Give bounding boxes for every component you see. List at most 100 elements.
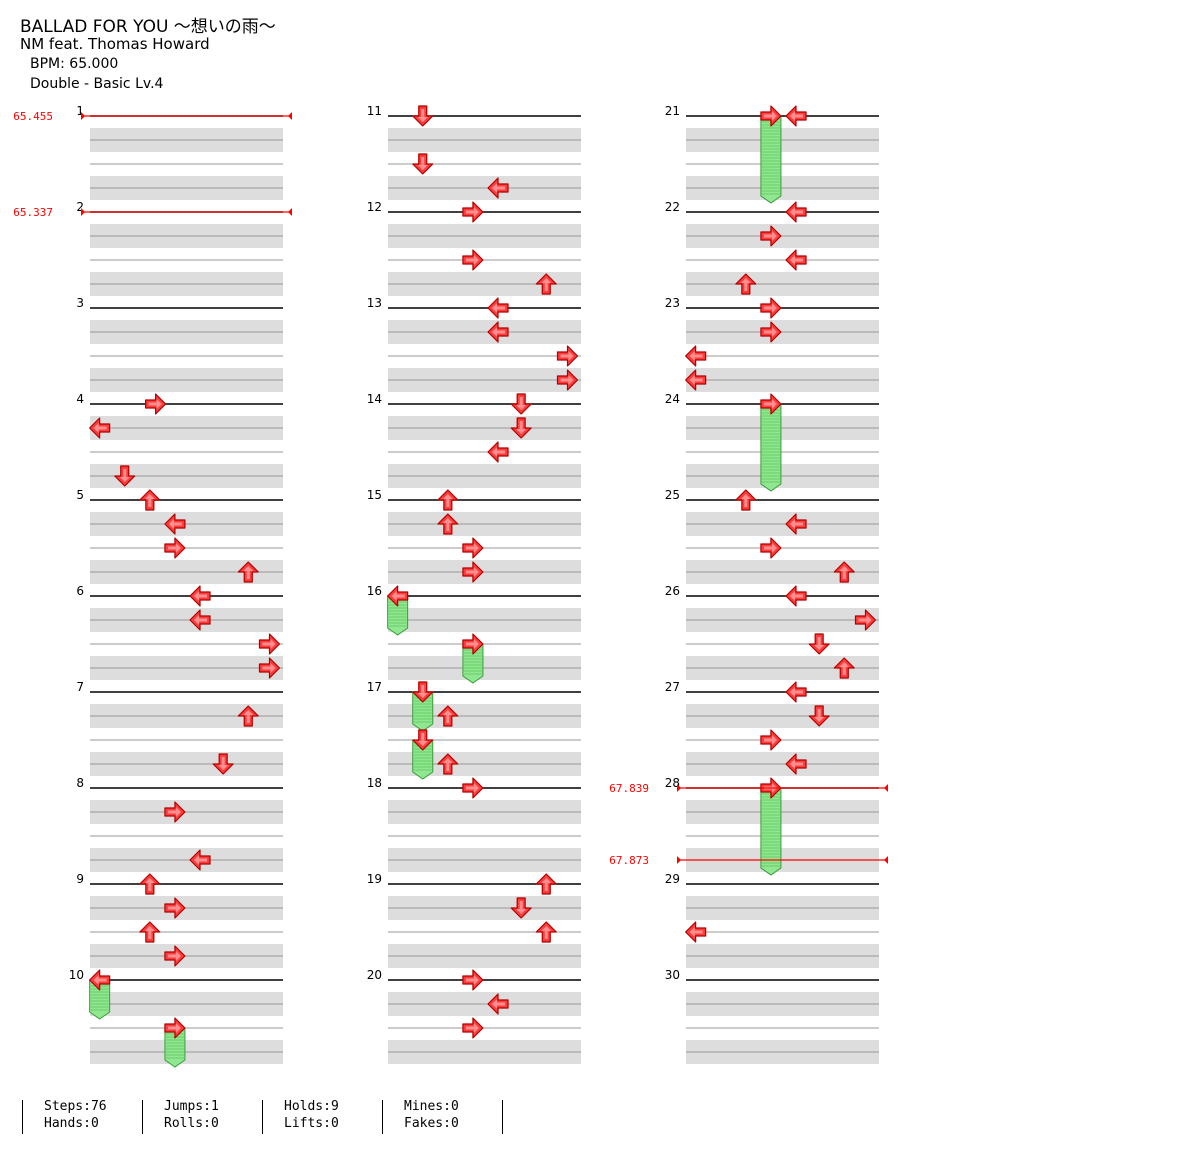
step-arrow-right: [462, 969, 484, 991]
step-arrow-right: [145, 393, 167, 415]
step-arrow-up: [437, 489, 459, 511]
step-arrow-left: [785, 513, 807, 535]
stat-value: Mines:0: [404, 1099, 459, 1114]
step-arrow-up: [535, 273, 557, 295]
bpm-label: BPM: 65.000: [30, 56, 119, 72]
measure-number: 30: [665, 968, 680, 982]
stat-value: Jumps:1: [164, 1099, 219, 1114]
step-arrow-right: [164, 537, 186, 559]
step-arrow-right: [556, 369, 579, 391]
step-arrow-down: [510, 897, 532, 919]
step-arrow-right: [462, 561, 484, 583]
step-arrow-left: [487, 297, 509, 319]
measure-number: 7: [76, 680, 84, 694]
step-arrow-down: [808, 633, 830, 655]
step-arrow-up: [535, 921, 557, 943]
step-arrow-up: [735, 489, 757, 511]
bpm-change-marker: 65.455: [13, 110, 292, 123]
measure-number: 20: [367, 968, 382, 982]
measure-number: 14: [367, 392, 382, 406]
step-arrow-right: [760, 297, 782, 319]
step-arrow-up: [833, 561, 855, 583]
step-arrow-up: [139, 489, 161, 511]
step-arrow-up: [139, 921, 161, 943]
bpm-change-value: 67.839: [609, 782, 649, 795]
measure-number: 27: [665, 680, 680, 694]
step-arrow-left: [785, 201, 807, 223]
step-arrow-down: [510, 417, 532, 439]
measure-number: 17: [367, 680, 382, 694]
step-arrow-right: [164, 897, 186, 919]
measure-number: 28: [665, 776, 680, 790]
step-arrow-right: [462, 1017, 484, 1039]
step-arrow-left: [487, 177, 509, 199]
hold-note: [760, 787, 782, 876]
step-arrow-up: [535, 873, 557, 895]
bpm-change-value: 65.455: [13, 110, 53, 123]
stat-value: Rolls:0: [164, 1116, 219, 1131]
measure-number: 13: [367, 296, 382, 310]
step-arrow-right: [462, 201, 484, 223]
hold-note: [462, 643, 484, 684]
step-arrow-left: [685, 345, 707, 367]
measure-number: 6: [76, 584, 84, 598]
chart-column: 21 22 23 24 25 26 27 28 29 30: [665, 104, 879, 1064]
stats-divider: [262, 1100, 263, 1134]
step-arrow-right: [760, 393, 782, 415]
step-arrow-up: [237, 705, 259, 727]
difficulty-label: Double - Basic Lv.4: [30, 76, 164, 92]
measure-number: 5: [76, 488, 84, 502]
step-arrow-up: [437, 753, 459, 775]
stat-value: Holds:9: [284, 1099, 339, 1114]
measure-number: 21: [665, 104, 680, 118]
step-arrow-right: [462, 537, 484, 559]
step-arrow-left: [487, 993, 509, 1015]
step-arrow-left: [785, 681, 807, 703]
song-artist: NM feat. Thomas Howard: [20, 35, 210, 53]
step-arrow-right: [760, 321, 782, 343]
measure-number: 10: [69, 968, 84, 982]
step-arrow-right: [760, 105, 782, 127]
measure-number: 1: [76, 104, 84, 118]
step-arrow-left: [685, 369, 707, 391]
step-arrow-right: [854, 609, 877, 631]
step-arrow-down: [412, 729, 434, 751]
measure-number: 16: [367, 584, 382, 598]
bpm-change-marker: 67.873: [609, 854, 888, 867]
step-arrow-right: [462, 249, 484, 271]
stat-value: Fakes:0: [404, 1116, 459, 1131]
measure-number: 8: [76, 776, 84, 790]
measure-number: 12: [367, 200, 382, 214]
measure-number: 2: [76, 200, 84, 214]
measure-number: 9: [76, 872, 84, 886]
step-arrow-left: [487, 321, 509, 343]
step-arrow-down: [412, 681, 434, 703]
step-arrow-left: [685, 921, 707, 943]
step-arrow-up: [437, 513, 459, 535]
stat-value: Steps:76: [44, 1099, 107, 1114]
step-arrow-left: [189, 609, 211, 631]
measure-number: 18: [367, 776, 382, 790]
stat-value: Lifts:0: [284, 1116, 339, 1131]
measure-number: 23: [665, 296, 680, 310]
step-arrow-left: [785, 753, 807, 775]
step-arrow-left: [785, 249, 807, 271]
step-chart: 1234567891011121314151617181920212223242…: [13, 104, 888, 1068]
step-arrow-left: [487, 441, 509, 463]
measure-number: 3: [76, 296, 84, 310]
stat-cell: Jumps:1 Rolls:0: [164, 1098, 219, 1132]
step-arrow-down: [212, 753, 234, 775]
step-arrow-right: [760, 729, 782, 751]
step-arrow-down: [808, 705, 830, 727]
step-arrow-right: [760, 537, 782, 559]
hold-note: [412, 739, 434, 780]
step-arrow-down: [412, 105, 434, 127]
step-arrow-left: [89, 969, 111, 991]
step-arrow-right: [164, 801, 186, 823]
step-arrow-left: [387, 585, 409, 607]
step-arrow-right: [258, 633, 281, 655]
step-arrow-left: [189, 585, 211, 607]
step-arrow-up: [437, 705, 459, 727]
stat-value: Hands:0: [44, 1116, 99, 1131]
measure-number: 22: [665, 200, 680, 214]
